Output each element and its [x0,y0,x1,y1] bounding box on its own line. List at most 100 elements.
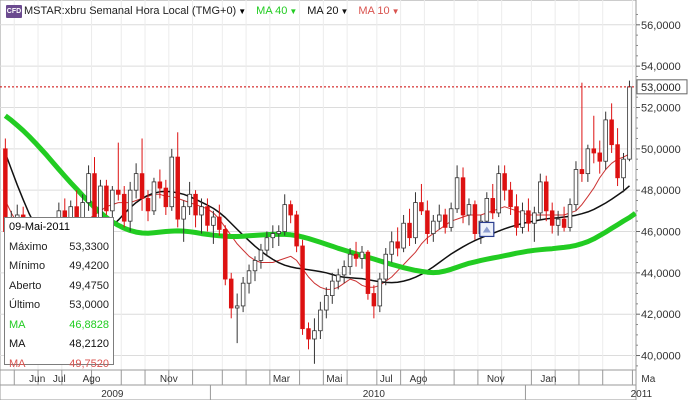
candle-body [341,266,347,276]
candle-body [627,86,632,160]
candle-body [240,282,246,307]
candle-body [246,270,252,284]
candle-body [401,222,406,249]
candle-body [163,187,169,208]
candle-body [312,330,317,340]
candle-body [555,218,561,226]
month-label: Ma [641,374,655,385]
candle-body [127,189,133,222]
data-value: 48,2120 [69,338,109,351]
candle-body [335,274,341,282]
last-price-box [636,79,688,95]
candle-body [217,216,222,230]
data-row-ma40: MA 46,8828 [5,315,113,335]
ma40-dropdown-caret-icon[interactable]: ▼ [289,6,298,16]
candle-body [407,222,412,239]
candle-body [591,148,597,154]
candle-body [347,253,353,268]
data-value: 53,3300 [69,240,109,253]
candle-body [288,204,293,216]
candle-body [175,156,180,220]
data-value: 53,0000 [69,299,109,312]
candle-body [157,181,163,189]
candle-body [98,185,103,222]
candle-body [110,189,115,212]
data-row-close: Último 53,0000 [5,296,113,316]
candle-body [223,229,228,280]
month-label: Ago [83,374,101,385]
candle-body [490,198,495,214]
y-tick-label: 52,0000 [641,102,681,114]
candle-body [199,206,204,216]
candle-body [276,231,282,234]
ma10-label[interactable]: MA 10 [358,5,390,17]
candle-body [365,251,371,294]
data-window-date: 09-Mai-2011 [9,221,70,233]
candle-body [383,253,389,280]
candle-body [264,237,270,251]
candle-body [282,204,287,232]
month-label: Jul [53,374,66,385]
candle-body [472,204,478,234]
candle-body [514,206,519,228]
ma20-dropdown-caret-icon[interactable]: ▼ [340,6,349,16]
month-label: Jun [29,374,45,385]
ma40-label[interactable]: MA 40 [256,5,288,17]
candle-body [603,119,608,162]
symbol-label[interactable]: MSTAR:xbru Semanal Hora Local (TMG+0) [24,5,237,17]
candle-body [460,177,466,216]
candle-body [395,241,400,249]
data-label: MA [9,357,26,370]
candle-body [621,158,626,179]
month-label: Ago [410,374,428,385]
ma10-dropdown-caret-icon[interactable]: ▼ [391,6,400,16]
data-value: 49,7520 [69,357,109,370]
candle-body [448,208,454,228]
candle-body [205,206,210,226]
month-label: Jul [380,374,393,385]
candle-body [484,198,490,222]
data-row-ma10: MA 49,7520 [5,354,113,374]
candle-body [549,210,555,226]
y-tick-label: 50,0000 [641,144,681,156]
year-label: 2010 [363,389,386,400]
candle-body [389,241,394,255]
candle-body [353,253,359,259]
ma10-line [4,153,630,290]
data-label: Último [9,299,41,312]
candle-body [425,210,430,234]
data-value: 49,4750 [69,279,109,292]
y-tick-label: 56,0000 [641,20,681,32]
data-label: MA [9,318,26,331]
month-label: Mai [326,374,342,385]
data-value: 46,8828 [69,318,109,331]
candle-body [92,173,97,222]
symbol-dropdown-caret-icon[interactable]: ▼ [238,6,247,16]
candle-body [187,193,192,208]
y-tick-label: 42,0000 [641,309,681,321]
candle-body [377,278,383,307]
candle-body [234,305,240,309]
candle-body [193,193,198,216]
data-label: Mínimo [9,260,46,273]
candle-body [151,181,157,212]
candle-body [145,198,151,212]
data-label: Aberto [9,279,42,292]
y-tick-label: 40,0000 [641,351,681,363]
event-marker-icon [482,226,491,233]
candle-body [567,204,573,228]
candle-body [454,177,460,210]
data-value: 49,4200 [69,260,109,273]
candle-body [585,148,591,175]
data-label: Máximo [9,240,48,253]
year-label: 2009 [101,389,124,400]
candle-body [431,220,436,234]
candle-body [270,233,276,239]
candle-body [104,185,109,212]
candle-body [116,189,121,195]
candle-body [544,181,549,212]
ma20-label[interactable]: MA 20 [307,5,339,17]
candle-body [532,212,537,224]
candle-body [413,202,418,239]
